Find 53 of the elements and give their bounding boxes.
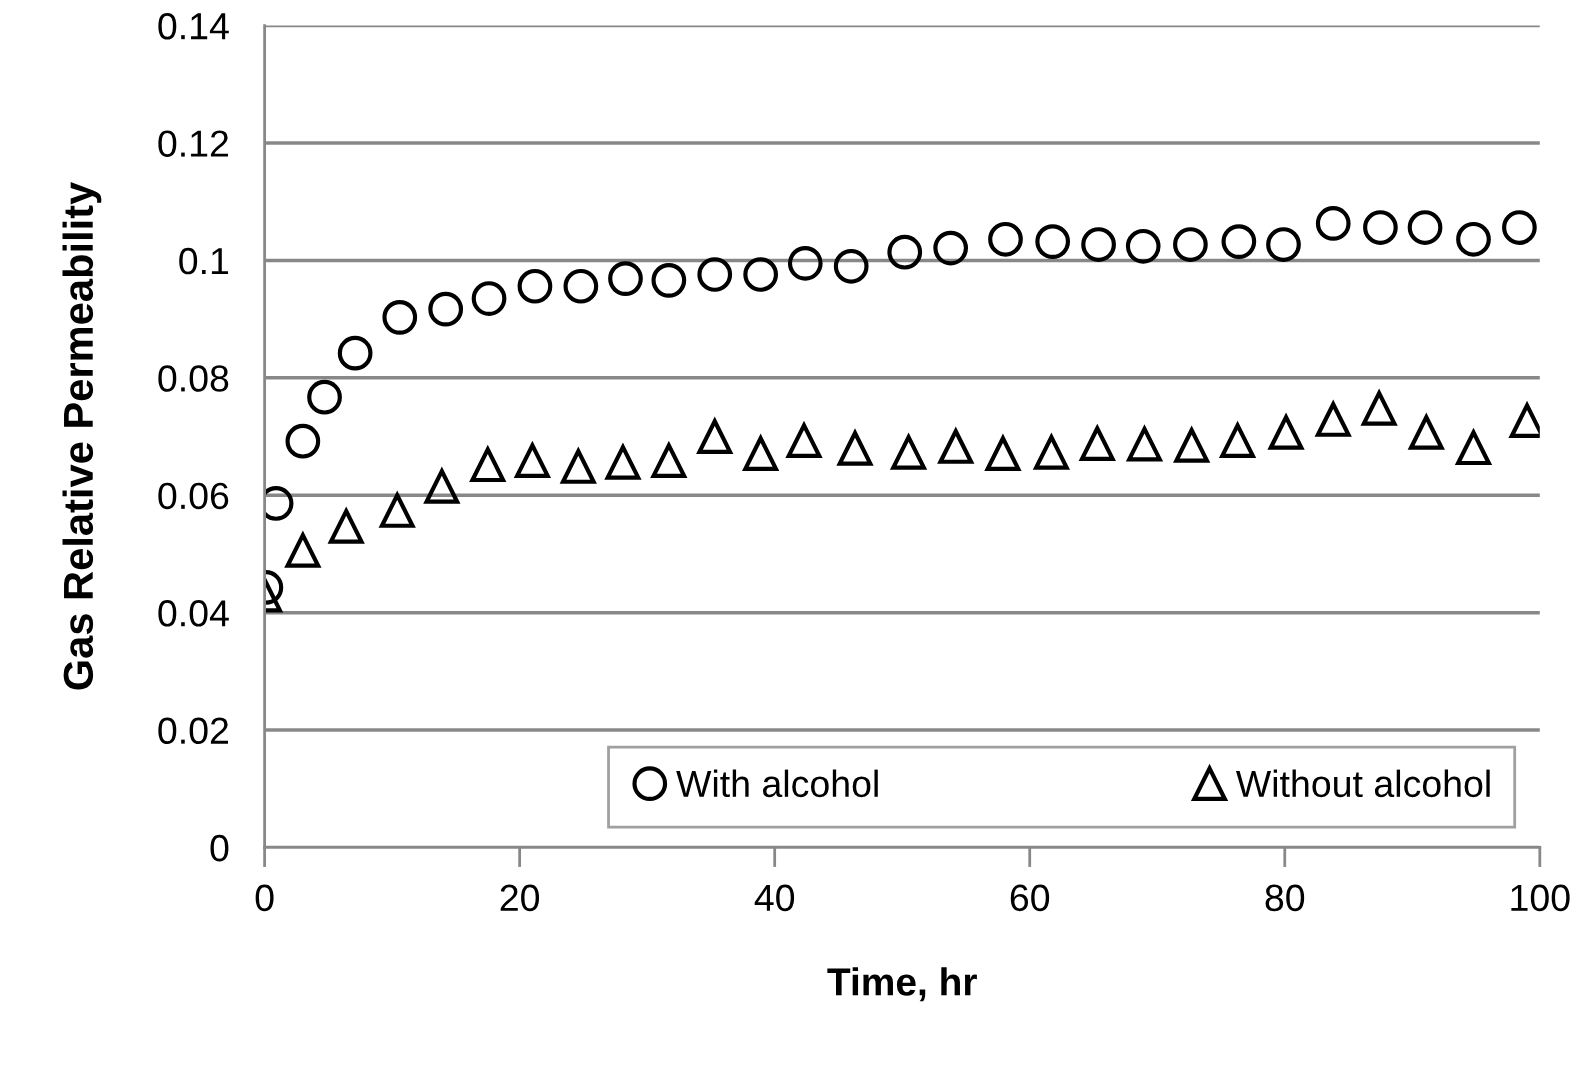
point [1035,224,1071,259]
point [651,263,687,298]
x-tick-label: 80 [1265,884,1305,912]
y-tick-label: 0.1 [179,247,229,275]
point [608,261,643,296]
y-tick-label: 0.04 [158,600,229,627]
point [743,257,779,292]
point [697,257,733,292]
y-axis-title: Gas Relative Permeability [62,181,102,690]
point [1173,227,1208,262]
x-tick-label: 100 [1511,884,1570,912]
legend-label: Without alcohol [1235,769,1490,798]
point [471,281,507,316]
point [1502,210,1537,245]
point [787,245,823,281]
point [1407,210,1443,245]
point [337,335,373,371]
point [1221,224,1257,259]
point [1363,210,1398,245]
point [1173,425,1211,463]
point [604,442,642,480]
point [307,379,342,415]
y-tick-label: 0.02 [158,717,229,745]
x-tick-label: 0 [255,884,274,912]
point [1360,388,1398,426]
y-tick-label: 0.14 [158,12,229,40]
point [285,423,321,459]
y-tick-label: 0.08 [158,365,229,392]
point [382,299,418,335]
y-tick-label: 0 [210,834,229,862]
point [517,268,553,304]
x-tick-label: 40 [754,884,795,912]
point [988,221,1023,257]
point [1315,206,1351,241]
x-tick-label: 60 [1010,884,1050,912]
point [327,506,365,544]
point [563,268,599,304]
x-tick-label: 20 [500,884,540,912]
point [836,428,874,466]
point [833,248,869,284]
point [1456,221,1491,257]
point [1126,424,1163,462]
y-tick-label: 0.12 [158,130,229,157]
point [428,291,464,327]
y-tick-label: 0.06 [158,482,229,510]
point [887,234,923,270]
point [786,423,822,458]
point [933,230,969,266]
x-axis-title: Time, hr [827,967,977,1002]
point [1266,227,1301,262]
legend-label: With alcohol [676,769,878,798]
point [1081,227,1116,262]
point [1125,228,1161,264]
